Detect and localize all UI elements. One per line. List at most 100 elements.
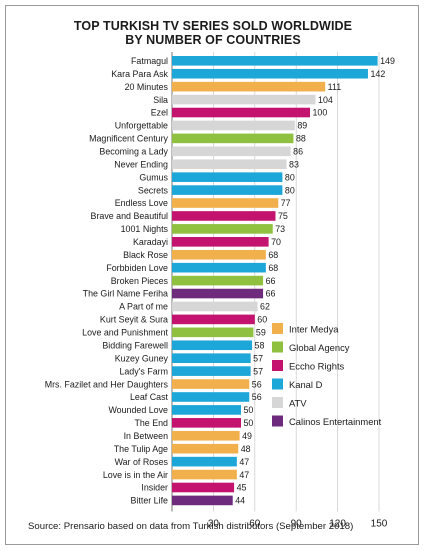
- bar: [172, 353, 251, 363]
- bar: [172, 275, 264, 286]
- bar: [172, 237, 269, 247]
- category-label: Fatmagul: [131, 56, 168, 66]
- value-label: 80: [285, 185, 295, 195]
- category-label: War of Roses: [115, 457, 169, 467]
- category-label: Bitter Life: [131, 496, 169, 506]
- value-label: 73: [275, 224, 285, 234]
- category-label: The Tulip Age: [114, 444, 168, 454]
- value-label: 149: [380, 56, 395, 66]
- value-label: 50: [244, 405, 254, 415]
- value-label: 57: [253, 353, 263, 363]
- bar: [172, 107, 310, 118]
- bar: [172, 120, 295, 131]
- bar: [172, 185, 283, 195]
- legend-label: Calinos Entertainment: [289, 416, 382, 427]
- value-label: 111: [328, 82, 342, 92]
- category-label: Endless Love: [115, 198, 168, 208]
- value-label: 75: [278, 211, 288, 221]
- value-label: 45: [237, 483, 247, 493]
- bar: [172, 430, 240, 441]
- legend-swatch: [272, 397, 283, 408]
- value-label: 88: [296, 134, 306, 144]
- x-tick-label: 150: [371, 519, 388, 530]
- bar: [172, 262, 266, 273]
- category-label: Bidding Farewell: [102, 340, 168, 350]
- bar: [172, 392, 250, 402]
- value-label: 57: [253, 366, 263, 376]
- bar: [172, 314, 255, 325]
- value-label: 83: [289, 159, 299, 169]
- category-label: The End: [134, 418, 168, 428]
- category-label: A Part of me: [119, 302, 168, 312]
- value-label: 59: [256, 328, 266, 338]
- value-label: 68: [268, 263, 278, 273]
- category-label: Never Ending: [114, 159, 168, 169]
- category-label: Secrets: [138, 185, 169, 195]
- category-label: In Between: [124, 431, 168, 441]
- value-label: 86: [293, 147, 303, 157]
- bar: [172, 159, 287, 170]
- category-label: Gumus: [139, 172, 168, 182]
- bar: [172, 94, 316, 105]
- legend-label: ATV: [289, 398, 307, 409]
- category-label: Love is in the Air: [103, 470, 168, 480]
- category-label: Magnificent Century: [89, 134, 168, 144]
- category-label: Kara Para Ask: [111, 69, 168, 79]
- bar: [172, 68, 368, 79]
- value-label: 104: [318, 95, 333, 105]
- bar: [172, 456, 237, 467]
- bar: [172, 379, 250, 389]
- bar: [172, 443, 239, 454]
- bar: [172, 133, 294, 144]
- category-label: Mrs. Fazilet and Her Daughters: [45, 379, 169, 389]
- bar: [172, 366, 251, 376]
- bar: [172, 405, 241, 415]
- bar: [172, 172, 283, 182]
- legend-label: Global Agency: [289, 342, 350, 353]
- bar: [172, 56, 378, 66]
- value-label: 66: [266, 276, 276, 286]
- bar: [172, 301, 258, 312]
- bar: [172, 211, 276, 221]
- bar: [172, 198, 279, 208]
- bar: [172, 146, 291, 157]
- bar: [172, 288, 264, 299]
- value-label: 70: [271, 237, 281, 247]
- category-label: 20 Minutes: [125, 82, 169, 92]
- value-label: 142: [370, 69, 385, 79]
- category-label: Kurt Seyit & Sura: [100, 315, 168, 325]
- bar: [172, 340, 253, 351]
- x-tick-label: 60: [249, 519, 261, 530]
- chart-subtitle: BY NUMBER OF COUNTRIES: [125, 33, 301, 47]
- bar-chart: Fatmagul 149 Kara Para Ask 142 20 Minutes 111…: [45, 52, 395, 530]
- value-label: 56: [252, 392, 262, 402]
- value-label: 77: [281, 198, 291, 208]
- category-label: Unforgettable: [115, 121, 168, 131]
- category-label: Forbbiden Love: [106, 263, 168, 273]
- value-label: 56: [252, 379, 262, 389]
- value-label: 80: [285, 172, 295, 182]
- value-label: 58: [255, 340, 265, 350]
- x-tick-label: 120: [329, 519, 346, 530]
- value-label: 49: [242, 431, 252, 441]
- bar: [172, 495, 233, 506]
- category-label: 1001 Nights: [121, 224, 169, 234]
- value-label: 48: [241, 444, 251, 454]
- legend-swatch: [272, 341, 283, 353]
- bar: [172, 327, 254, 338]
- value-label: 47: [239, 470, 249, 480]
- value-label: 89: [297, 121, 307, 131]
- bar: [172, 224, 273, 234]
- category-label: Love and Punishment: [82, 328, 168, 338]
- legend-label: Eccho Rights: [289, 361, 345, 372]
- chart-frame: TOP TURKISH TV SERIES SOLD WORLDWIDE BY …: [5, 5, 419, 545]
- category-label: Kuzey Guney: [115, 353, 169, 363]
- category-label: Leaf Cast: [130, 392, 169, 402]
- category-label: Sila: [153, 95, 168, 105]
- value-label: 68: [268, 250, 278, 260]
- value-label: 100: [313, 108, 328, 118]
- legend-label: Inter Medya: [289, 324, 339, 335]
- category-label: Broken Pieces: [111, 276, 169, 286]
- category-label: The Girl Name Feriha: [83, 289, 168, 299]
- category-label: Insider: [141, 483, 168, 493]
